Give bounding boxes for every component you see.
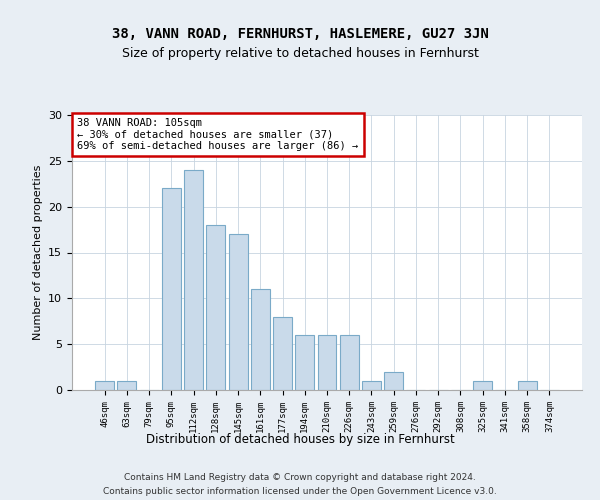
Bar (518, 381, 536, 390)
Bar (206, 225, 225, 390)
Bar (317, 335, 337, 390)
Text: Contains public sector information licensed under the Open Government Licence v3: Contains public sector information licen… (103, 488, 497, 496)
Bar (229, 234, 248, 390)
Bar (384, 372, 403, 390)
Bar (184, 170, 203, 390)
Y-axis label: Number of detached properties: Number of detached properties (32, 165, 43, 340)
Bar (162, 188, 181, 390)
Bar (473, 381, 492, 390)
Text: Contains HM Land Registry data © Crown copyright and database right 2024.: Contains HM Land Registry data © Crown c… (124, 472, 476, 482)
Text: Distribution of detached houses by size in Fernhurst: Distribution of detached houses by size … (146, 432, 454, 446)
Bar (340, 335, 359, 390)
Bar (118, 381, 136, 390)
Bar (95, 381, 114, 390)
Bar (295, 335, 314, 390)
Text: 38, VANN ROAD, FERNHURST, HASLEMERE, GU27 3JN: 38, VANN ROAD, FERNHURST, HASLEMERE, GU2… (112, 28, 488, 42)
Text: 38 VANN ROAD: 105sqm
← 30% of detached houses are smaller (37)
69% of semi-detac: 38 VANN ROAD: 105sqm ← 30% of detached h… (77, 118, 358, 151)
Bar (362, 381, 381, 390)
Text: Size of property relative to detached houses in Fernhurst: Size of property relative to detached ho… (122, 48, 478, 60)
Bar (273, 316, 292, 390)
Bar (251, 289, 270, 390)
